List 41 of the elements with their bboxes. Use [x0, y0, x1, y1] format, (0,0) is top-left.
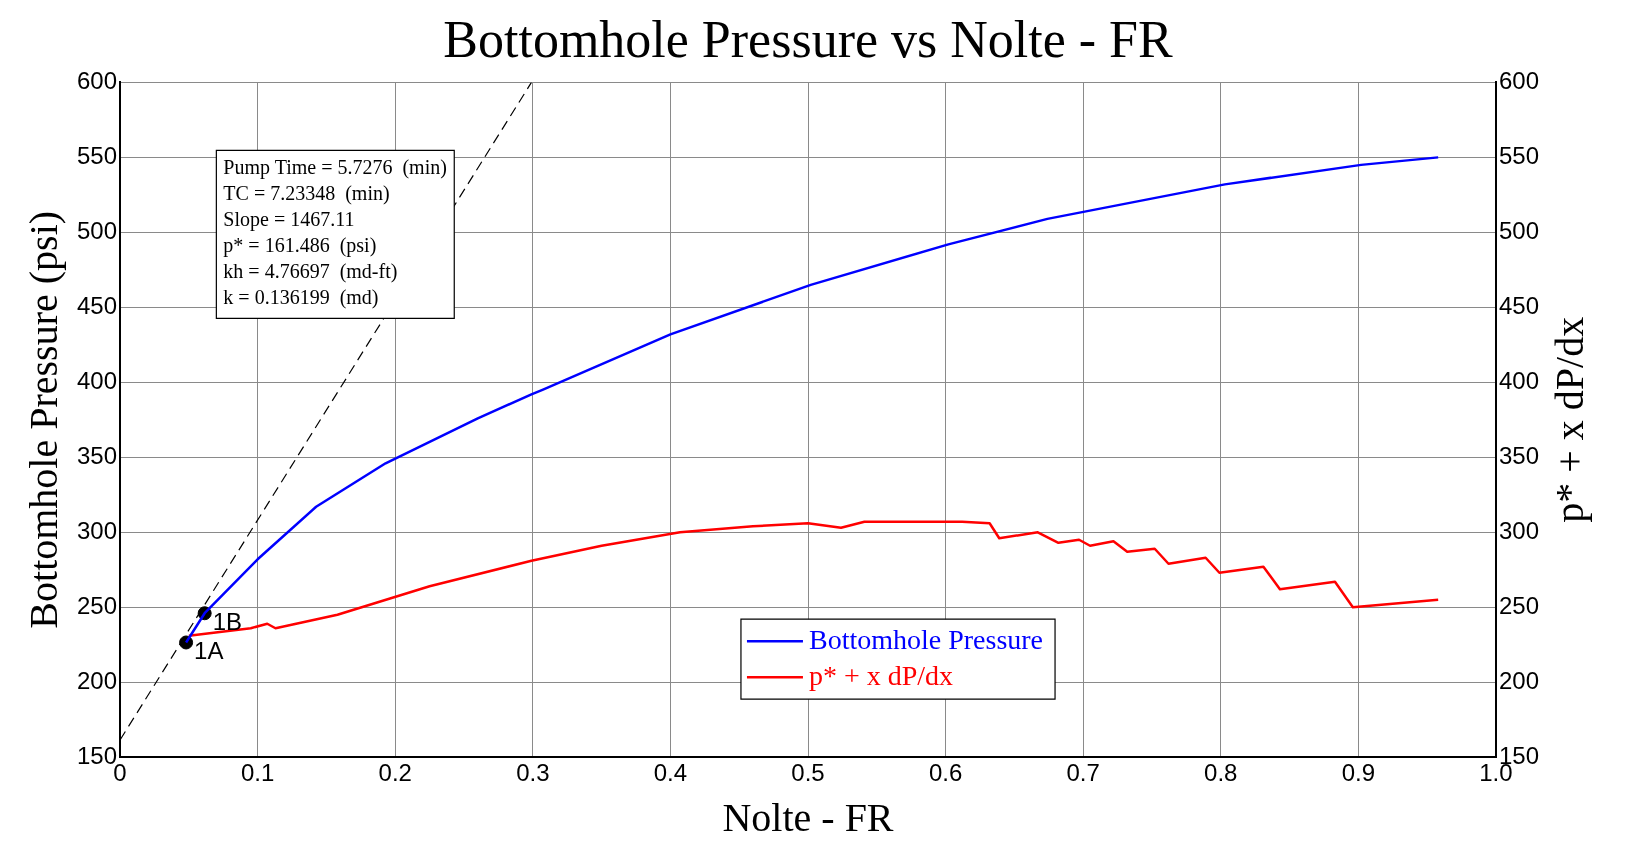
x-tick-label: 0.9 — [1341, 759, 1376, 787]
x-tick-label: 0.5 — [791, 759, 825, 787]
y2-tick-label: 400 — [1498, 366, 1539, 394]
legend-label: p* + x dP/dx — [808, 659, 954, 691]
y2-axis-title: p* + x dP/dx — [1546, 316, 1592, 523]
annotation: TC = 7.23348 (min) — [223, 181, 390, 205]
chart-title: Bottomhole Pressure vs Nolte - FR — [443, 10, 1174, 68]
x-tick-label: 0.7 — [1066, 759, 1100, 787]
y-tick-label: 600 — [77, 67, 118, 95]
annotation: k = 0.136199 (md) — [223, 285, 379, 309]
x-tick-label: 0.3 — [516, 759, 550, 787]
x-axis-title: Nolte - FR — [722, 794, 894, 840]
y2-tick-label: 450 — [1498, 291, 1539, 319]
y-tick-label: 350 — [77, 441, 118, 469]
x-tick-label: 0.6 — [928, 759, 963, 787]
y2-tick-label: 600 — [1498, 67, 1539, 95]
annotation: Slope = 1467.11 — [223, 207, 355, 231]
y2-tick-label: 550 — [1498, 142, 1539, 169]
annotation: p* = 161.486 (psi) — [223, 233, 377, 257]
y-tick-label: 300 — [77, 516, 118, 544]
legend-label: Bottomhole Pressure — [808, 623, 1044, 655]
y2-tick-label: 500 — [1498, 216, 1539, 244]
annotation: 1B — [212, 607, 243, 635]
annotation: Pump Time = 5.7276 (min) — [223, 155, 447, 179]
y-tick-label: 550 — [77, 142, 118, 169]
y2-tick-label: 250 — [1498, 591, 1539, 619]
y-axis-title: Bottomhole Pressure (psi) — [20, 210, 66, 629]
x-tick-label: 0.2 — [378, 759, 412, 787]
annotation: 1A — [194, 637, 224, 665]
x-tick-label: 0.4 — [653, 759, 688, 787]
x-tick-label: 0.8 — [1204, 759, 1238, 787]
y-tick-label: 500 — [77, 216, 118, 244]
y2-tick-label: 350 — [1498, 441, 1539, 469]
y-tick-label: 200 — [77, 666, 118, 694]
x-tick-label: 0.1 — [240, 759, 275, 787]
y2-tick-label: 200 — [1498, 666, 1539, 694]
y-tick-label: 450 — [77, 291, 118, 319]
annotation: kh = 4.76697 (md-ft) — [223, 259, 398, 283]
y2-tick-label: 300 — [1498, 516, 1539, 544]
y-tick-label: 400 — [77, 366, 118, 394]
y-tick-label: 250 — [77, 591, 118, 619]
